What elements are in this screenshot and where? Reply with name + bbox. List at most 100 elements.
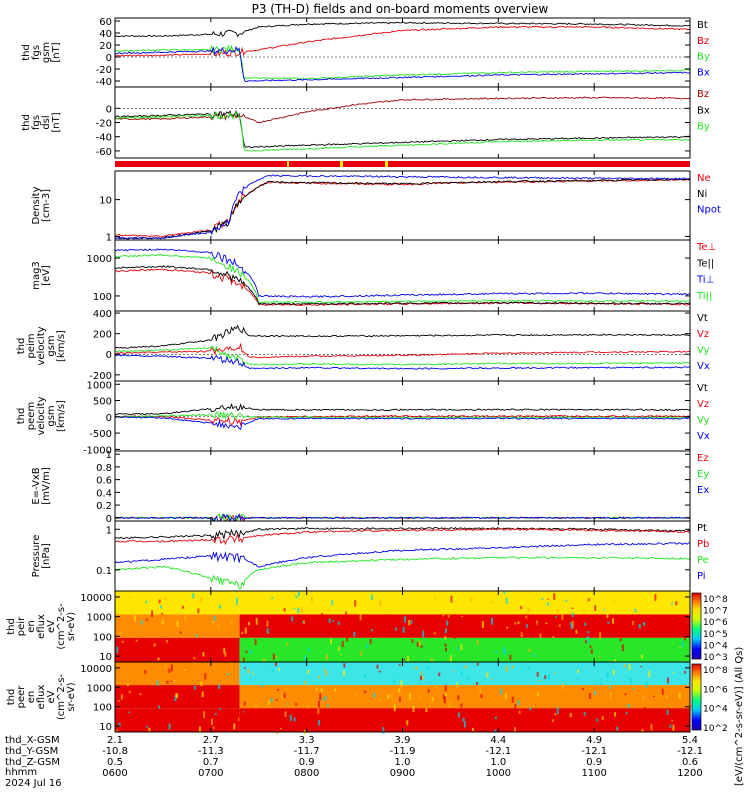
spectrogram-texture [672, 724, 675, 731]
ephemeris-value: 4.4 [490, 735, 506, 746]
colorbar-tick-label: 10^6 [703, 618, 728, 628]
spectrogram-texture [586, 635, 589, 643]
ephemeris-value: -11.3 [198, 746, 224, 757]
spectrogram-texture [461, 615, 464, 617]
spectrogram-texture [223, 647, 226, 654]
y-axis-label-line: (cm^2-s- [56, 603, 67, 650]
spectrogram-texture [666, 677, 669, 684]
legend-Te||: Te|| [696, 258, 714, 269]
y-axis-label-line: Density [31, 186, 42, 224]
y-axis-label-line: eV [46, 620, 57, 633]
spectrogram-texture [644, 627, 647, 632]
spectrogram-texture [619, 638, 622, 642]
spectrogram-texture [210, 694, 213, 700]
y-tick-label: 100 [93, 292, 112, 303]
spectrogram-texture [453, 632, 456, 639]
spectrogram-texture [638, 624, 641, 629]
spectrogram-texture [520, 606, 523, 610]
spectrogram-texture [457, 647, 460, 651]
spectrogram-texture [224, 652, 227, 657]
spectrogram-texture [170, 680, 173, 682]
y-axis-label: Pressure [nPa] [31, 535, 52, 578]
spectrogram-texture [505, 665, 508, 673]
spectrogram-texture [330, 719, 333, 725]
series-Ti⊥ [114, 248, 691, 298]
spectrogram-texture [353, 631, 356, 637]
ephemeris-value: 2.7 [203, 735, 219, 746]
spectrogram-texture [431, 607, 434, 610]
legend-Ni: Ni [697, 189, 707, 200]
series-Vt [114, 324, 691, 349]
series-Te|| [114, 265, 691, 306]
spectrogram-texture [630, 678, 633, 684]
spectrogram-texture [480, 694, 483, 699]
spectrogram-texture [200, 597, 203, 603]
spectrogram-texture [176, 620, 179, 627]
y-tick-label: -60 [96, 147, 112, 158]
spectrogram-texture [363, 674, 366, 678]
spectrogram-texture [607, 621, 610, 624]
spectrogram-band-1-0 [239, 591, 691, 615]
spectrogram-texture [400, 680, 403, 687]
spectrogram-texture [514, 727, 517, 733]
y-axis-label-line: gsm [46, 335, 57, 356]
spectrogram-texture [462, 717, 465, 722]
spectrogram-texture [460, 703, 463, 708]
spectrogram-texture [144, 670, 147, 674]
spectrogram-texture [204, 673, 207, 680]
spectrogram-texture [494, 716, 497, 720]
time-tick-label: 0900 [390, 768, 415, 779]
spectrogram-texture [448, 625, 451, 633]
spectrogram-texture [469, 597, 472, 602]
legend-Bz: Bz [697, 89, 709, 100]
spectrogram-texture [584, 640, 587, 644]
ephemeris-name: thd_Y-GSM [5, 746, 58, 757]
spectrogram-texture [156, 680, 159, 686]
ephemeris-value: -12.1 [581, 746, 607, 757]
legend-Vt: Vt [697, 383, 708, 394]
spectrogram-texture [525, 624, 528, 628]
spectrogram-texture [315, 687, 318, 691]
spectrogram-texture [634, 608, 637, 613]
spectrogram-texture [663, 599, 666, 603]
panel-fgs_dsl: Bz Bx By 0 -20 -40 -60 thd fgs dsl [nT] [21, 86, 710, 159]
panel-peem_velocity: Vt Vz Vy Vx 1000 500 0 -500 -1000 thd peem velocity… [16, 380, 710, 456]
y-axis-label-line: velocity [36, 396, 47, 435]
spectrogram-texture [403, 616, 406, 623]
colorbar-tick-label: 10^6 [703, 685, 728, 695]
spectrogram-texture [382, 727, 385, 734]
spectrogram-texture [589, 645, 592, 648]
y-axis-label: thd peir en eflux eV (cm^2-s-sr-eV) [6, 603, 77, 650]
ephemeris-value: 1.0 [490, 757, 506, 768]
spectrogram-texture [135, 639, 138, 642]
spectrogram-texture [241, 632, 244, 635]
y-tick-label: 0 [106, 514, 112, 525]
spectrogram-texture [683, 634, 686, 641]
y-tick-label: 10 [99, 722, 112, 733]
y-axis-label-line: thd [16, 408, 27, 425]
y-axis-label-line: en [26, 620, 37, 633]
spectrogram-texture [202, 651, 205, 657]
spectrogram-texture [652, 695, 655, 698]
spectrogram-texture [583, 609, 586, 612]
y-axis-label: E=-VxB [mV/m] [31, 467, 52, 505]
spectrogram-texture [528, 649, 531, 653]
y-tick-label: 20 [99, 41, 112, 52]
y-tick-label: 1 [106, 450, 112, 461]
y-axis-label: Density [cm-3] [31, 186, 52, 224]
spectrogram-texture [571, 620, 574, 628]
legend-Bz: Bz [697, 36, 709, 47]
spectrogram-texture [642, 695, 645, 701]
legend-Ey: Ey [697, 469, 709, 480]
series-Ne [114, 178, 691, 238]
spectrogram-texture [554, 672, 557, 675]
spectrogram-texture [587, 598, 590, 602]
spectrogram-texture [490, 678, 493, 680]
y-tick-label: 1000 [87, 683, 112, 694]
spectrogram-texture [182, 605, 185, 609]
spectrogram-texture [304, 680, 307, 685]
y-axis-label: thd peer en eflux eV (cm^2-s-sr-eV) [6, 673, 77, 720]
spectrogram-texture [613, 600, 616, 607]
panel-frame [114, 17, 691, 88]
y-tick-label: 10000 [80, 593, 112, 604]
